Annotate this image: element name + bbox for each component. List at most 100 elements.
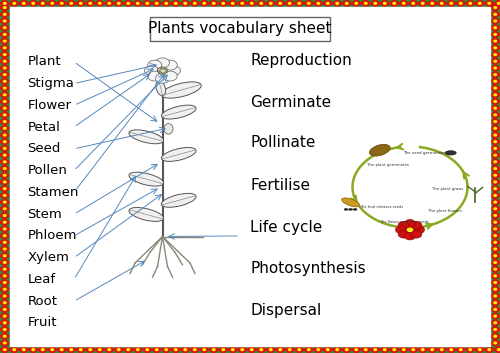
Circle shape bbox=[2, 78, 7, 82]
Circle shape bbox=[127, 2, 130, 4]
Circle shape bbox=[493, 280, 498, 282]
Circle shape bbox=[493, 189, 498, 192]
Circle shape bbox=[4, 268, 6, 270]
Circle shape bbox=[2, 262, 7, 265]
Circle shape bbox=[328, 2, 332, 5]
Bar bbox=[304, 346, 314, 353]
Ellipse shape bbox=[348, 209, 352, 210]
Circle shape bbox=[22, 2, 25, 4]
Bar bbox=[490, 239, 500, 246]
Bar bbox=[490, 340, 500, 346]
Circle shape bbox=[114, 2, 119, 5]
Circle shape bbox=[407, 228, 413, 232]
Circle shape bbox=[494, 248, 496, 250]
Circle shape bbox=[51, 2, 54, 4]
Circle shape bbox=[202, 347, 206, 349]
Circle shape bbox=[12, 3, 16, 6]
Circle shape bbox=[116, 0, 121, 3]
Bar bbox=[490, 44, 500, 51]
Circle shape bbox=[493, 155, 498, 158]
Circle shape bbox=[494, 121, 496, 122]
Circle shape bbox=[493, 108, 498, 111]
Circle shape bbox=[449, 347, 454, 349]
Circle shape bbox=[496, 100, 500, 103]
Circle shape bbox=[493, 112, 498, 115]
Circle shape bbox=[40, 3, 45, 6]
Circle shape bbox=[440, 349, 444, 353]
Bar bbox=[114, 346, 124, 353]
Circle shape bbox=[107, 0, 112, 3]
Circle shape bbox=[12, 349, 16, 353]
Circle shape bbox=[2, 162, 7, 165]
Circle shape bbox=[4, 241, 6, 243]
Bar bbox=[0, 340, 10, 346]
Circle shape bbox=[4, 148, 6, 149]
Bar bbox=[152, 0, 162, 7]
Ellipse shape bbox=[156, 81, 166, 96]
Circle shape bbox=[354, 347, 358, 349]
Circle shape bbox=[230, 0, 235, 3]
Circle shape bbox=[0, 46, 5, 49]
Text: Stigma: Stigma bbox=[28, 77, 74, 90]
Bar bbox=[0, 132, 10, 138]
Bar bbox=[200, 346, 209, 353]
Bar bbox=[456, 0, 466, 7]
Circle shape bbox=[2, 102, 7, 104]
Bar bbox=[276, 346, 285, 353]
Circle shape bbox=[203, 349, 205, 351]
Bar bbox=[490, 333, 500, 340]
Circle shape bbox=[242, 348, 246, 351]
Bar bbox=[294, 0, 304, 7]
Circle shape bbox=[96, 348, 100, 351]
Circle shape bbox=[326, 3, 330, 6]
Circle shape bbox=[108, 349, 110, 351]
Circle shape bbox=[2, 88, 7, 91]
Circle shape bbox=[496, 46, 500, 49]
Circle shape bbox=[371, 348, 375, 351]
Circle shape bbox=[380, 2, 385, 5]
Bar bbox=[190, 346, 200, 353]
Circle shape bbox=[487, 3, 492, 6]
Circle shape bbox=[96, 2, 100, 5]
Text: Pollen: Pollen bbox=[28, 164, 68, 177]
Text: The fruit releases seeds: The fruit releases seeds bbox=[360, 205, 403, 209]
Circle shape bbox=[2, 18, 7, 21]
Circle shape bbox=[2, 92, 7, 95]
Circle shape bbox=[493, 132, 498, 135]
Circle shape bbox=[5, 308, 9, 311]
Circle shape bbox=[192, 347, 197, 349]
Circle shape bbox=[468, 347, 472, 349]
Circle shape bbox=[491, 268, 495, 271]
Circle shape bbox=[228, 348, 233, 351]
Circle shape bbox=[0, 174, 5, 177]
Circle shape bbox=[2, 128, 7, 131]
Circle shape bbox=[4, 315, 6, 317]
Circle shape bbox=[404, 232, 415, 240]
Circle shape bbox=[2, 343, 7, 346]
Circle shape bbox=[32, 349, 34, 351]
Circle shape bbox=[98, 349, 102, 353]
Bar bbox=[256, 0, 266, 7]
Circle shape bbox=[5, 281, 9, 284]
Circle shape bbox=[2, 280, 7, 282]
Circle shape bbox=[491, 201, 495, 204]
Circle shape bbox=[270, 2, 272, 4]
Bar bbox=[0, 232, 10, 239]
Circle shape bbox=[222, 349, 224, 351]
Circle shape bbox=[58, 348, 62, 351]
Circle shape bbox=[342, 348, 347, 351]
Circle shape bbox=[478, 347, 482, 349]
Bar bbox=[86, 0, 95, 7]
Circle shape bbox=[496, 207, 500, 210]
Bar bbox=[38, 0, 48, 7]
Circle shape bbox=[373, 0, 378, 3]
Circle shape bbox=[259, 0, 264, 3]
Circle shape bbox=[374, 2, 376, 4]
Circle shape bbox=[4, 7, 6, 8]
Circle shape bbox=[116, 349, 121, 353]
Circle shape bbox=[67, 348, 71, 351]
Circle shape bbox=[268, 349, 273, 353]
Bar bbox=[490, 326, 500, 333]
Circle shape bbox=[51, 349, 54, 351]
Circle shape bbox=[143, 2, 148, 5]
